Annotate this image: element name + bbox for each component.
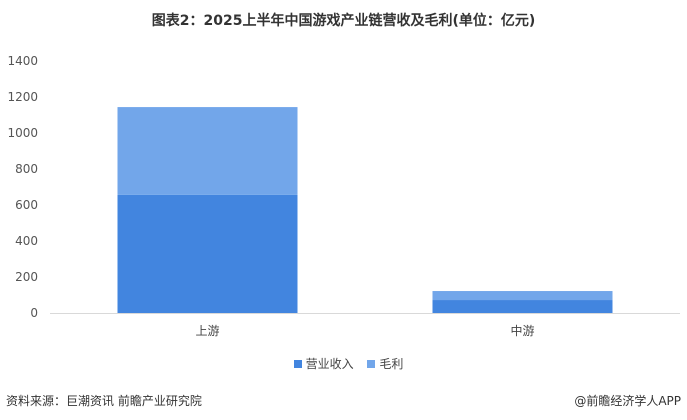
- y-tick-label: 400: [15, 234, 38, 248]
- y-tick-label: 600: [15, 198, 38, 212]
- bar-gross-profit: [432, 291, 613, 301]
- y-tick-label: 1200: [7, 90, 38, 104]
- x-tick-label: 上游: [195, 324, 219, 338]
- x-tick-label: 中游: [510, 323, 534, 338]
- bar-revenue: [432, 300, 613, 313]
- bar-revenue: [117, 194, 298, 313]
- y-tick-label: 200: [15, 270, 38, 284]
- y-tick-label: 1400: [7, 54, 38, 68]
- legend-swatch-gross: [367, 360, 376, 368]
- brand-credit: @前瞻经济学人APP: [574, 394, 681, 408]
- legend-swatch-revenue: [293, 360, 302, 368]
- legend-label-gross: 毛利: [379, 357, 404, 371]
- source-note: 资料来源：巨潮资讯 前瞻产业研究院: [6, 394, 202, 408]
- bar-gross-profit: [117, 107, 298, 195]
- chart-title: 图表2：2025上半年中国游戏产业链营收及毛利(单位：亿元): [151, 13, 536, 29]
- y-tick-label: 1000: [7, 126, 38, 140]
- legend: 营业收入 毛利: [0, 355, 687, 372]
- legend-label-revenue: 营业收入: [305, 357, 354, 371]
- y-tick-label: 800: [15, 162, 38, 176]
- y-tick-label: 0: [30, 306, 38, 320]
